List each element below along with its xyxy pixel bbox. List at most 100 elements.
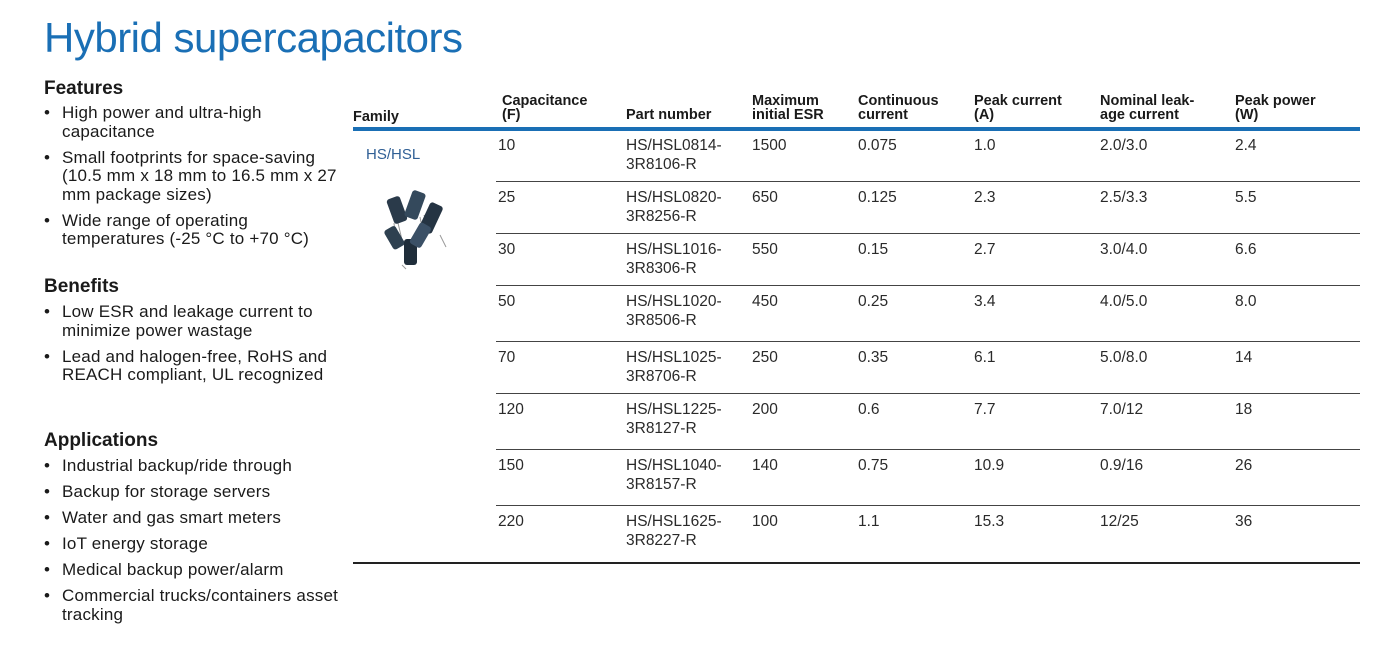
bullet-item: Lead and halogen-free, RoHS and REACH co… <box>44 347 339 385</box>
table-cell-line: HS/HSL0814- <box>626 137 722 154</box>
table-cell: 2.3 <box>974 189 996 206</box>
bullet-list: Low ESR and leakage current to minimize … <box>44 302 339 392</box>
column-header-line: initial ESR <box>752 107 824 123</box>
column-header-line: (A) <box>974 107 995 123</box>
table-cell: 0.35 <box>858 349 889 366</box>
bullet-item: IoT energy storage <box>44 534 339 554</box>
bullet-item: Industrial backup/ride through <box>44 456 339 476</box>
table-cell: 550 <box>752 241 778 258</box>
table-cell-line: 3R8256-R <box>626 208 697 225</box>
table-cell: 36 <box>1235 513 1253 530</box>
table-cell: 50 <box>498 293 516 310</box>
table-cell: 120 <box>498 401 524 418</box>
table-cell-line: 3R8506-R <box>626 312 697 329</box>
table-cell-line: HS/HSL1016- <box>626 241 722 258</box>
table-cell: 220 <box>498 513 524 530</box>
product-image <box>384 190 447 270</box>
column-header-line: Capacitance <box>502 93 588 109</box>
table-cell: 14 <box>1235 349 1253 366</box>
table-cell-line: 3R8106-R <box>626 156 697 173</box>
column-header-line: (F) <box>502 107 521 123</box>
table-cell: 100 <box>752 513 778 530</box>
bullet-item: Low ESR and leakage current to minimize … <box>44 302 339 340</box>
row-rule <box>496 505 1360 506</box>
row-rule <box>496 393 1360 394</box>
table-cell-line: HS/HSL1025- <box>626 349 722 366</box>
table-cell: 26 <box>1235 457 1253 474</box>
bullet-item: Commercial trucks/containers asset track… <box>44 586 339 624</box>
table-cell: 150 <box>498 457 524 474</box>
bullet-item: Water and gas smart meters <box>44 508 339 528</box>
table-cell: HS/HSL1625- 3R8227-R <box>626 512 722 550</box>
table-cell: 3.4 <box>974 293 996 310</box>
table-cell: HS/HSL0814- 3R8106-R <box>626 136 722 174</box>
table-cell: 0.75 <box>858 457 889 474</box>
table-cell-line: HS/HSL1625- <box>626 513 722 530</box>
row-rule <box>496 285 1360 286</box>
column-header-line: Maximum <box>752 93 819 109</box>
table-cell: 450 <box>752 293 778 310</box>
row-rule <box>496 233 1360 234</box>
table-cell-line: 3R8157-R <box>626 476 697 493</box>
column-header-line: Continuous <box>858 93 939 109</box>
table-cell: HS/HSL0820- 3R8256-R <box>626 188 722 226</box>
row-rule <box>496 181 1360 182</box>
table-cell-line: 3R8306-R <box>626 260 697 277</box>
table-cell-line: 3R8127-R <box>626 420 697 437</box>
bullet-list: High power and ultra-high capacitance Sma… <box>44 103 339 256</box>
table-cell: 2.5/3.3 <box>1100 189 1148 206</box>
column-header: Family <box>353 109 399 125</box>
table-cell: 0.125 <box>858 189 897 206</box>
table-cell: 7.0/12 <box>1100 401 1144 418</box>
table-cell: 70 <box>498 349 516 366</box>
table-cell: HS/HSL1225- 3R8127-R <box>626 400 722 438</box>
table-cell: 18 <box>1235 401 1253 418</box>
row-rule <box>496 449 1360 450</box>
table-cell: 250 <box>752 349 778 366</box>
table-cell: 5.5 <box>1235 189 1257 206</box>
table-cell-line: HS/HSL1020- <box>626 293 722 310</box>
bullet-item: High power and ultra-high capacitance <box>44 103 339 141</box>
table-cell: 25 <box>498 189 516 206</box>
bullet-item: Wide range of operating temperatures (-2… <box>44 211 339 249</box>
table-cell-line: 3R8227-R <box>626 532 697 549</box>
table-cell: 30 <box>498 241 516 258</box>
column-header: Peak power (W) <box>1235 93 1316 123</box>
column-header: Part number <box>626 107 712 123</box>
table-cell: 15.3 <box>974 513 1005 530</box>
table-cell: 10.9 <box>974 457 1005 474</box>
table-cell: 650 <box>752 189 778 206</box>
bullet-item: Medical backup power/alarm <box>44 560 339 580</box>
bullet-item: Backup for storage servers <box>44 482 339 502</box>
bullet-list: Industrial backup/ride through Backup for… <box>44 456 339 632</box>
table-cell-line: HS/HSL1040- <box>626 457 722 474</box>
table-cell: 0.6 <box>858 401 880 418</box>
table-cell: HS/HSL1025- 3R8706-R <box>626 348 722 386</box>
column-header-line: Family <box>353 109 399 125</box>
page-title: Hybrid supercapacitors <box>44 14 463 61</box>
row-rule <box>496 341 1360 342</box>
family-name: HS/HSL <box>366 146 421 163</box>
bullet-item: Small footprints for space-saving (10.5 … <box>44 148 339 205</box>
table-cell: 5.0/8.0 <box>1100 349 1148 366</box>
table-cell: 2.7 <box>974 241 996 258</box>
table-cell: 3.0/4.0 <box>1100 241 1148 258</box>
table-cell: 0.15 <box>858 241 889 258</box>
column-header-line: Nominal leak- <box>1100 93 1195 109</box>
column-header-line: age current <box>1100 107 1179 123</box>
table-cell: 1500 <box>752 137 787 154</box>
table-cell: 10 <box>498 137 516 154</box>
table-cell: 6.6 <box>1235 241 1257 258</box>
table-cell: HS/HSL1040- 3R8157-R <box>626 456 722 494</box>
table-cell: 140 <box>752 457 778 474</box>
column-header: Continuous current <box>858 93 939 123</box>
table-cell: 8.0 <box>1235 293 1257 310</box>
column-header-line: Peak power <box>1235 93 1316 109</box>
table-cell: 4.0/5.0 <box>1100 293 1148 310</box>
column-header-line: Part number <box>626 107 712 123</box>
table-cell: 6.1 <box>974 349 996 366</box>
column-header: Peak current (A) <box>974 94 1062 123</box>
table-cell: 1.1 <box>858 513 880 530</box>
table-cell: 0.075 <box>858 137 897 154</box>
